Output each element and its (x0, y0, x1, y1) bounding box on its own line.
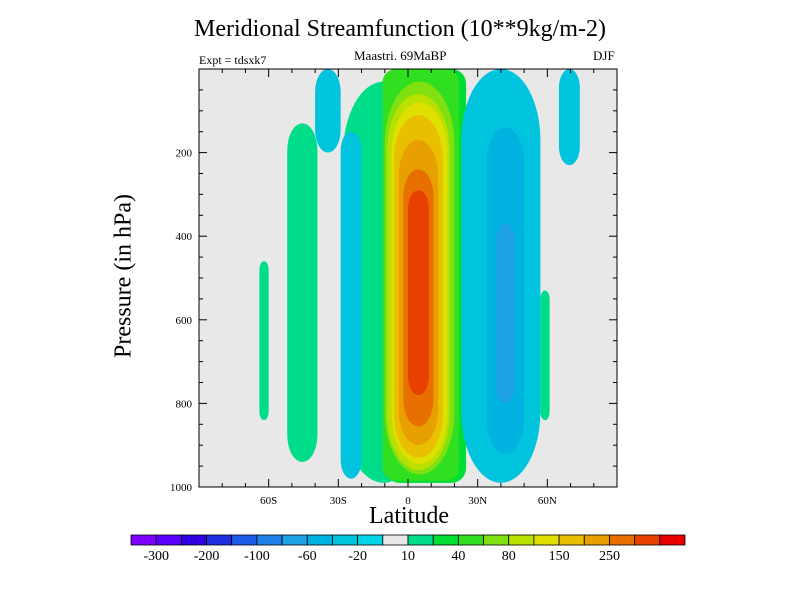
x-tick-label: 30N (468, 495, 487, 507)
y-tick-label: 800 (176, 398, 193, 410)
colorbar-box (483, 534, 510, 546)
contour-region-north-cell-40 (496, 223, 515, 404)
colorbar-box (357, 534, 384, 546)
y-tick-label: 1000 (170, 482, 193, 494)
contour-region-upper-south-10 (315, 69, 341, 153)
x-tick-label: 60S (260, 495, 277, 507)
contour-region-south-midlat-10 (287, 123, 318, 462)
colorbar-box (155, 534, 182, 546)
colorbar-box (558, 534, 585, 546)
colorbar-label: -100 (244, 549, 270, 564)
colorbar-box (206, 534, 233, 546)
season-label: DJF (593, 48, 615, 63)
y-tick-label: 600 (176, 315, 193, 327)
colorbar-box (256, 534, 283, 546)
contour-region-upper-north-10 (558, 69, 580, 166)
contour-region-north-midlat-10 (540, 290, 550, 421)
contour-region-south-strip-10 (340, 131, 362, 479)
experiment-label: Expt = tdsxk7 (199, 53, 267, 67)
colorbar-label: 250 (599, 549, 620, 564)
colorbar-label: -60 (298, 549, 317, 564)
colorbar-box (130, 534, 157, 546)
colorbar-label: 80 (502, 549, 516, 564)
colorbar-label: 10 (401, 549, 415, 564)
colorbar-box (407, 534, 434, 546)
colorbar-box (281, 534, 308, 546)
colorbar-box (306, 534, 333, 546)
colorbar-box (609, 534, 636, 546)
colorbar-box (634, 534, 661, 546)
contour-regions (259, 69, 580, 483)
y-tick-label: 200 (176, 148, 193, 160)
x-tick-label: 30S (330, 495, 347, 507)
colorbar-box (508, 534, 535, 546)
colorbar-box (583, 534, 610, 546)
contour-region-south-midlat-10b (259, 261, 269, 421)
colorbar-box (533, 534, 560, 546)
x-tick-label: 60N (538, 495, 557, 507)
colorbar-label: 40 (451, 549, 465, 564)
period-label: Maastri. 69MaBP (354, 48, 447, 63)
colorbar-box (332, 534, 359, 546)
colorbar-box (180, 534, 207, 546)
colorbar: -300 -200 -100 -60 -20 10 40 80 150 250 (130, 534, 686, 564)
colorbar-box (659, 534, 686, 546)
x-axis-label: Latitude (369, 503, 449, 529)
colorbar-box (457, 534, 484, 546)
colorbar-box (382, 534, 409, 546)
colorbar-box (231, 534, 258, 546)
colorbar-label: -200 (194, 549, 220, 564)
colorbar-label: 150 (549, 549, 570, 564)
axes: 60S 30S 0 30N 60N 200 400 600 800 1000 (170, 69, 617, 507)
chart-title: Meridional Streamfunction (10**9kg/m-2) (194, 16, 606, 42)
colorbar-box (432, 534, 459, 546)
contour-region-hadley-cell-300 (408, 190, 429, 396)
colorbar-label: -20 (348, 549, 367, 564)
colorbar-label: -300 (143, 549, 169, 564)
y-tick-label: 400 (176, 231, 193, 243)
x-tick-label: 0 (405, 495, 411, 507)
